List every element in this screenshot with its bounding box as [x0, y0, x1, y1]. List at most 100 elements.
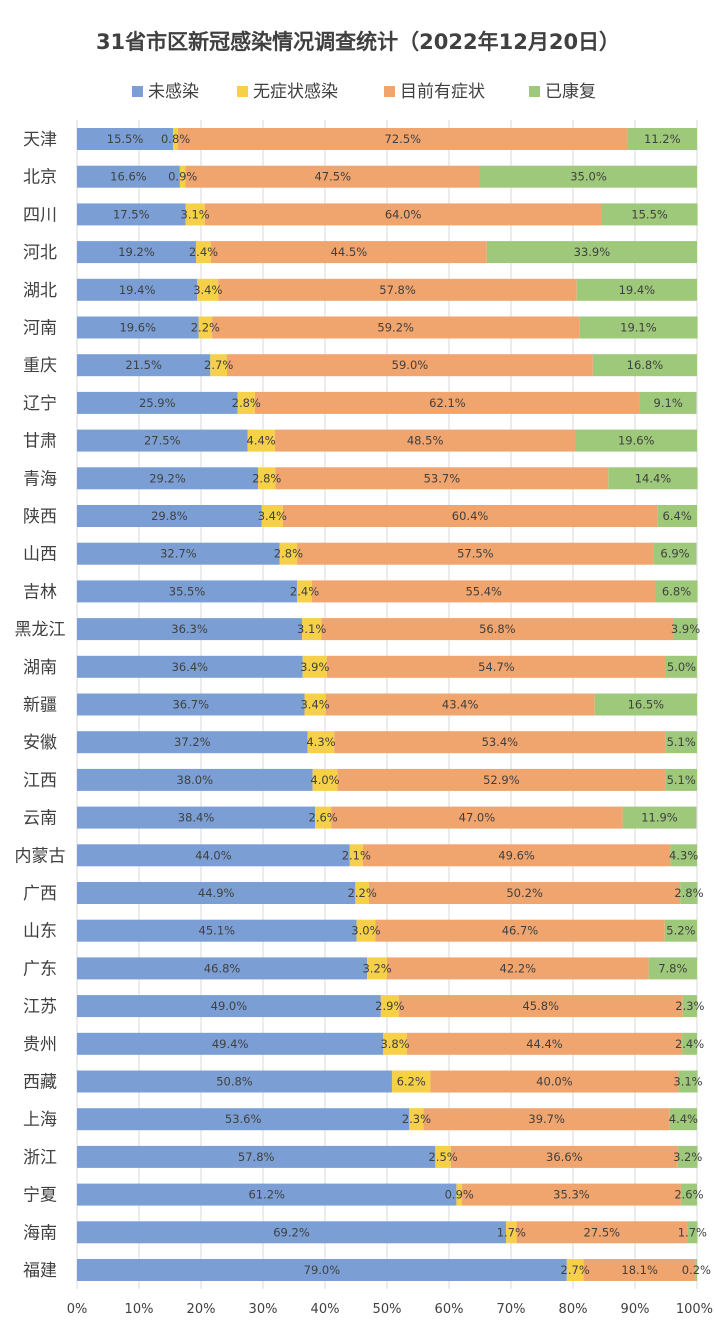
data-label: 1.7% — [497, 1225, 526, 1239]
bar-segment — [173, 128, 179, 150]
data-label: 48.5% — [407, 434, 444, 448]
data-label: 59.2% — [377, 321, 414, 335]
data-label: 33.9% — [574, 245, 611, 259]
data-label: 19.1% — [620, 321, 657, 335]
bar-segment — [349, 844, 363, 867]
x-tick-label: 40% — [311, 1302, 340, 1317]
bar-segment — [196, 241, 211, 264]
data-label: 36.4% — [172, 660, 209, 674]
bar-segment — [362, 844, 671, 867]
bar-segment — [383, 1032, 407, 1055]
data-label: 43.4% — [442, 698, 479, 712]
bar-segment — [307, 731, 335, 754]
data-label: 29.8% — [151, 509, 188, 523]
bar-segment — [664, 919, 697, 942]
data-label: 2.7% — [561, 1263, 590, 1277]
bar-segment — [178, 128, 628, 150]
data-label: 64.0% — [385, 207, 422, 221]
category-label: 江苏 — [23, 997, 57, 1017]
category-label: 重庆 — [23, 356, 57, 376]
legend-label: 目前有症状 — [400, 82, 485, 102]
bar-segment — [77, 1183, 457, 1206]
legend-swatch — [529, 86, 540, 97]
category-label: 青海 — [23, 469, 57, 489]
bar-segment — [669, 1108, 697, 1131]
data-label: 3.4% — [193, 283, 222, 297]
bar-segment — [297, 580, 312, 603]
bar-segment — [77, 467, 259, 490]
bar-segment — [575, 429, 697, 452]
data-label: 5.2% — [666, 924, 695, 938]
category-label: 山西 — [23, 545, 57, 565]
bar-segment — [77, 844, 350, 867]
data-label: 49.6% — [498, 848, 535, 862]
bar-segment — [77, 1070, 392, 1093]
x-tick-label: 70% — [497, 1302, 526, 1317]
data-label: 5.1% — [667, 735, 696, 749]
legend-swatch — [237, 86, 248, 97]
category-label: 辽宁 — [23, 394, 57, 414]
bar-segment — [77, 618, 303, 641]
category-label: 河南 — [23, 319, 57, 339]
data-label: 49.4% — [212, 1037, 249, 1051]
data-label: 47.5% — [314, 170, 351, 184]
bar-segment — [430, 1070, 679, 1093]
data-label: 3.9% — [300, 660, 329, 674]
bar-segment — [261, 505, 283, 527]
bar-segment — [304, 693, 326, 716]
data-label: 2.8% — [252, 471, 281, 485]
data-label: 57.8% — [379, 283, 416, 297]
bar-segment — [237, 391, 255, 414]
bar-segment — [337, 768, 666, 791]
data-label: 5.1% — [667, 773, 696, 787]
data-label: 2.5% — [429, 1150, 458, 1164]
data-label: 46.7% — [502, 924, 539, 938]
data-label: 38.0% — [177, 773, 214, 787]
data-label: 16.6% — [110, 170, 147, 184]
x-tick-label: 80% — [559, 1302, 588, 1317]
bar-segment — [657, 505, 697, 527]
bar-segment — [197, 278, 219, 301]
category-label: 吉林 — [23, 582, 57, 602]
bar-segment — [77, 1032, 384, 1055]
data-label: 2.9% — [375, 999, 404, 1013]
bar-segment — [77, 278, 198, 301]
bar-segment — [666, 655, 697, 678]
x-tick-label: 100% — [676, 1302, 713, 1317]
data-label: 37.2% — [174, 735, 211, 749]
bar-segment — [321, 618, 674, 641]
bar-segment — [77, 429, 248, 452]
data-label: 27.5% — [144, 434, 181, 448]
data-label: 44.4% — [526, 1037, 563, 1051]
data-label: 54.7% — [478, 660, 515, 674]
data-label: 4.0% — [310, 773, 339, 787]
bar-segment — [315, 806, 332, 829]
bar-segment — [77, 919, 357, 942]
data-label: 35.3% — [553, 1188, 590, 1202]
data-label: 11.2% — [644, 132, 681, 146]
category-label: 广东 — [23, 959, 57, 979]
bar-segment — [282, 505, 658, 527]
data-label: 5.0% — [667, 660, 696, 674]
bar-segment — [258, 467, 276, 490]
category-label: 上海 — [23, 1110, 57, 1130]
bar-segment — [579, 316, 698, 339]
category-label: 湖北 — [23, 281, 57, 301]
data-label: 2.8% — [232, 396, 261, 410]
bar-segment — [655, 580, 698, 603]
bar-segment — [325, 693, 595, 716]
data-label: 29.2% — [149, 471, 186, 485]
bar-segment — [356, 919, 376, 942]
bar-segment — [77, 1221, 507, 1244]
data-label: 14.4% — [635, 471, 672, 485]
data-label: 25.9% — [139, 396, 176, 410]
bar-segment — [77, 241, 197, 264]
bar-segment — [77, 882, 356, 904]
data-labels: 15.5% 0.8% 72.5% 11.2% 16.6% 0.9% 47.5% 35.0% 17… — [107, 132, 711, 1277]
x-tick-label: 10% — [125, 1302, 154, 1317]
bar-segment — [456, 1183, 463, 1206]
data-label: 2.7% — [204, 358, 233, 372]
bar-segment — [576, 278, 697, 301]
data-label: 15.5% — [107, 132, 144, 146]
